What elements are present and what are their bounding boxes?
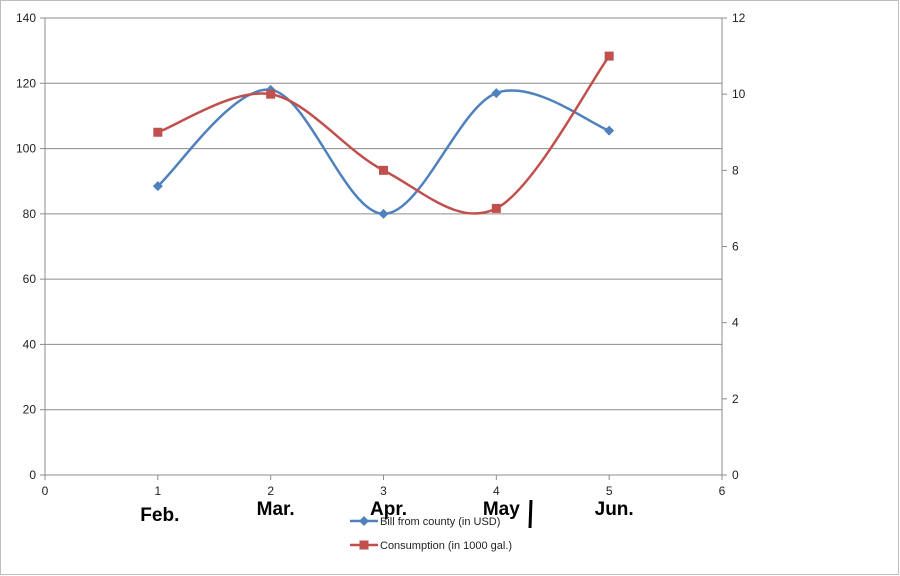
month-label: May [483,499,520,520]
data-point-diamond [491,88,502,99]
legend-marker-diamond [359,516,369,526]
x-tick-label: 2 [267,484,274,498]
y-right-tick-label: 12 [732,11,746,25]
data-point-diamond [152,181,163,192]
legend: Bill from county (in USD) Consumption (in… [350,516,512,552]
x-tick-label: 5 [606,484,613,498]
y-right-tick-label: 8 [732,163,739,177]
series-lines [157,55,611,216]
y-left-tick-label: 40 [23,337,37,351]
data-point-square [266,89,276,99]
month-label: Jun. [595,499,634,520]
month-label: Apr. [370,499,407,520]
y-right-tick-label: 4 [732,316,739,330]
y-left-tick-label: 100 [16,142,36,156]
data-point-square [491,203,501,213]
y-left-tick-label: 120 [16,76,36,90]
x-tick-label: 4 [493,484,500,498]
gridlines [45,17,722,411]
month-label: Mar. [257,499,295,520]
axes [40,17,727,480]
handwritten-stroke [528,499,533,529]
x-tick-label: 6 [719,484,726,498]
month-label: Feb. [140,505,179,526]
y-right-tick-label: 6 [732,240,739,254]
handwritten-month-labels: Feb. Mar. Apr. May Jun. [140,499,634,529]
y-left-tick-label: 0 [29,468,36,482]
x-tick-label: 0 [42,484,49,498]
y-left-tick-label: 140 [16,11,36,25]
data-point-square [379,165,388,175]
legend-marker-square [359,540,369,550]
data-point-diamond [604,125,615,136]
y-right-tick-label: 10 [732,87,746,101]
x-tick-label: 3 [380,484,387,498]
y-left-tick-label: 20 [23,403,37,417]
data-point-diamond [378,208,389,219]
legend-label: Consumption (in 1000 gal.) [380,540,512,552]
data-point-square [604,51,614,61]
data-point-square [153,127,163,137]
series-markers [152,51,615,219]
series-line-1 [157,88,610,216]
y-left-tick-label: 80 [23,207,37,221]
y-right-tick-label: 0 [732,468,739,482]
y-right-tick-label: 2 [732,392,739,406]
series-line-2 [157,55,611,215]
legend-label: Bill from county (in USD) [380,516,500,528]
x-tick-label: 1 [154,484,161,498]
y-left-tick-label: 60 [23,272,37,286]
